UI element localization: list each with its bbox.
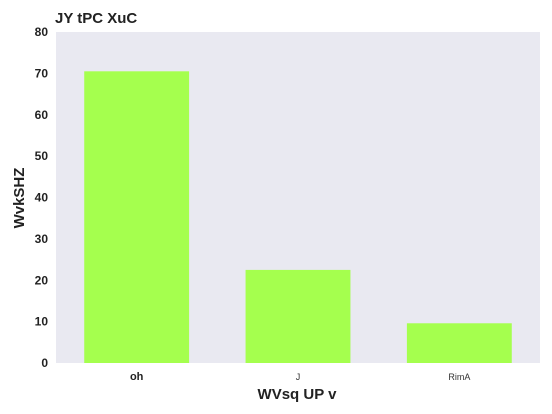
y-tick-label: 60: [35, 108, 49, 122]
x-tick-labels: oh J RimA: [130, 371, 470, 383]
bar-RimA: [406, 323, 512, 363]
y-tick-label: 30: [35, 232, 49, 246]
chart-title: JY tPC XuC: [55, 10, 137, 27]
x-axis-label: WVsq UP v: [258, 386, 338, 403]
y-tick-label: 50: [35, 149, 49, 163]
x-tick-label: J: [296, 372, 301, 382]
x-tick-label: oh: [130, 371, 144, 383]
y-tick-label: 20: [35, 273, 49, 287]
bar-oh: [84, 71, 190, 364]
y-tick-labels: 0 10 20 30 40 50 60 70 80: [35, 25, 49, 370]
y-tick-label: 80: [35, 25, 49, 39]
y-axis-label: WvkSHZ: [11, 168, 28, 229]
y-tick-label: 10: [35, 315, 49, 329]
y-tick-label: 40: [35, 191, 49, 205]
y-tick-label: 0: [41, 356, 48, 370]
bar-J: [245, 269, 351, 363]
bars-group: [84, 71, 512, 364]
y-tick-label: 70: [35, 66, 49, 80]
x-tick-label: RimA: [448, 372, 470, 382]
